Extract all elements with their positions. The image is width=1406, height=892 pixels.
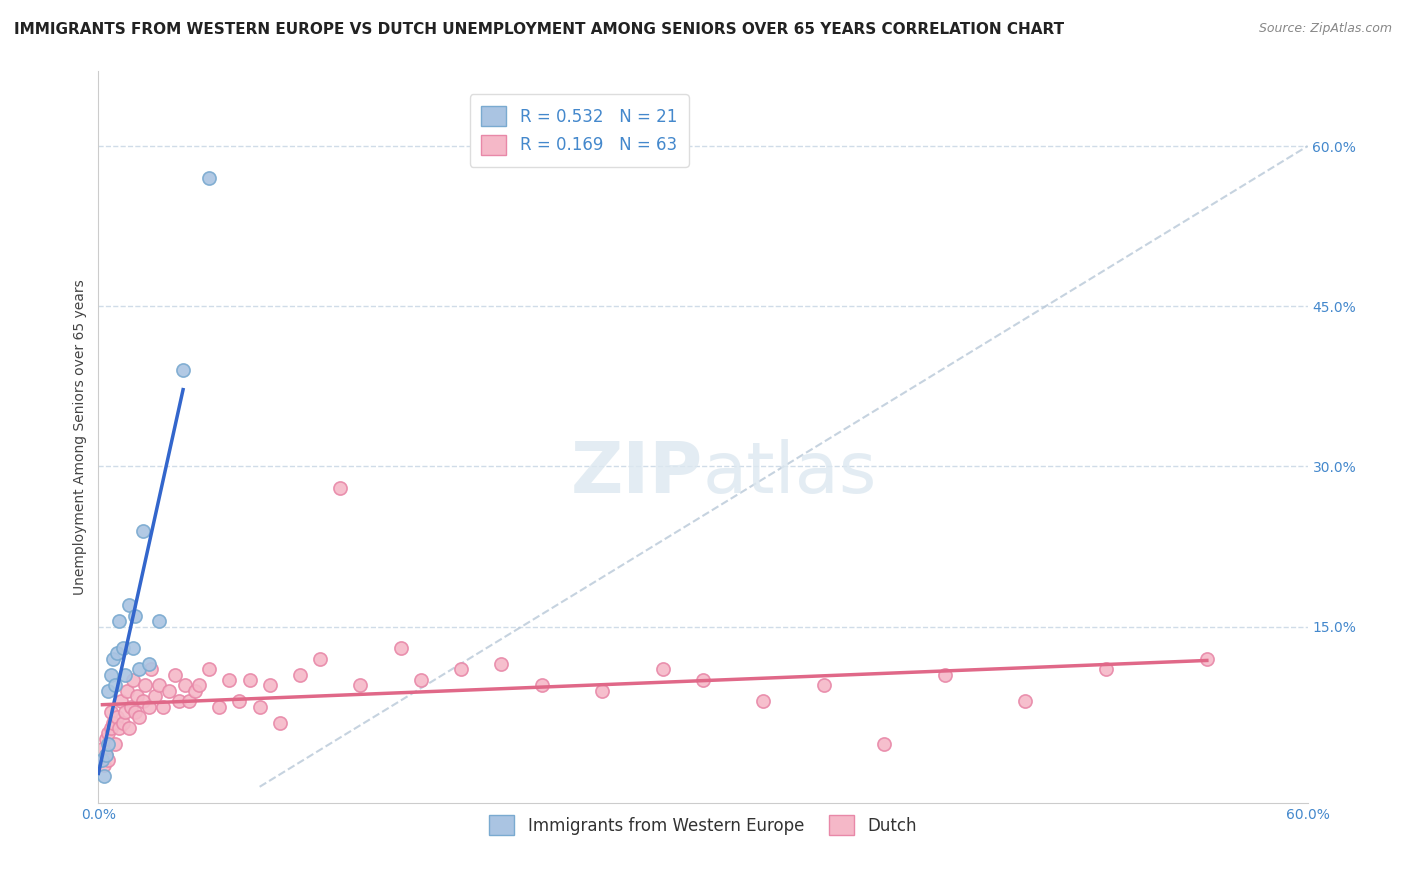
Point [167, 694, 190, 708]
Point [450, 662, 472, 676]
Point [128, 710, 150, 724]
Point [198, 662, 221, 676]
Point [124, 609, 146, 624]
Point [591, 683, 613, 698]
Point [118, 599, 141, 613]
Point [179, 694, 201, 708]
Point [1195, 651, 1218, 665]
Point [752, 694, 775, 708]
Text: Source: ZipAtlas.com: Source: ZipAtlas.com [1258, 22, 1392, 36]
Point [198, 171, 221, 186]
Point [134, 678, 156, 692]
Point [139, 662, 162, 676]
Point [934, 667, 956, 681]
Point [118, 721, 141, 735]
Point [218, 673, 240, 687]
Point [288, 667, 311, 681]
Point [97, 753, 120, 767]
Point [184, 683, 207, 698]
Point [103, 737, 125, 751]
Point [100, 721, 122, 735]
Point [93, 769, 115, 783]
Point [152, 699, 174, 714]
Point [111, 640, 134, 655]
Point [97, 726, 120, 740]
Point [96, 747, 118, 762]
Point [309, 651, 332, 665]
Point [91, 742, 114, 756]
Point [1095, 662, 1118, 676]
Legend: Immigrants from Western Europe, Dutch: Immigrants from Western Europe, Dutch [482, 808, 924, 842]
Point [97, 683, 120, 698]
Point [124, 705, 146, 719]
Point [100, 705, 122, 719]
Point [121, 673, 143, 687]
Point [491, 657, 513, 671]
Point [105, 646, 128, 660]
Point [530, 678, 553, 692]
Point [97, 737, 120, 751]
Point [93, 758, 115, 772]
Point [329, 481, 352, 495]
Point [101, 651, 124, 665]
Text: ZIP: ZIP [571, 439, 703, 508]
Point [107, 614, 129, 628]
Point [100, 667, 122, 681]
Point [148, 678, 170, 692]
Point [121, 640, 143, 655]
Point [138, 657, 160, 671]
Point [114, 667, 136, 681]
Text: atlas: atlas [703, 439, 877, 508]
Point [259, 678, 281, 692]
Point [239, 673, 262, 687]
Y-axis label: Unemployment Among Seniors over 65 years: Unemployment Among Seniors over 65 years [73, 279, 87, 595]
Point [249, 699, 271, 714]
Point [96, 747, 118, 762]
Point [188, 678, 211, 692]
Point [172, 363, 194, 377]
Point [349, 678, 371, 692]
Point [813, 678, 835, 692]
Point [107, 721, 129, 735]
Point [91, 753, 114, 767]
Point [389, 640, 412, 655]
Point [105, 710, 128, 724]
Point [114, 705, 136, 719]
Point [1014, 694, 1036, 708]
Point [873, 737, 896, 751]
Point [103, 678, 125, 692]
Point [132, 524, 155, 538]
Point [110, 694, 132, 708]
Point [128, 662, 150, 676]
Point [163, 667, 186, 681]
Point [115, 683, 138, 698]
Point [228, 694, 250, 708]
Point [120, 699, 142, 714]
Point [125, 689, 148, 703]
Point [174, 678, 197, 692]
Point [651, 662, 673, 676]
Point [143, 689, 166, 703]
Point [111, 715, 134, 730]
Point [101, 715, 124, 730]
Point [269, 715, 291, 730]
Point [409, 673, 432, 687]
Point [157, 683, 180, 698]
Point [132, 694, 155, 708]
Point [96, 731, 118, 746]
Point [138, 699, 160, 714]
Text: IMMIGRANTS FROM WESTERN EUROPE VS DUTCH UNEMPLOYMENT AMONG SENIORS OVER 65 YEARS: IMMIGRANTS FROM WESTERN EUROPE VS DUTCH … [14, 22, 1064, 37]
Point [692, 673, 714, 687]
Point [208, 699, 231, 714]
Point [148, 614, 170, 628]
